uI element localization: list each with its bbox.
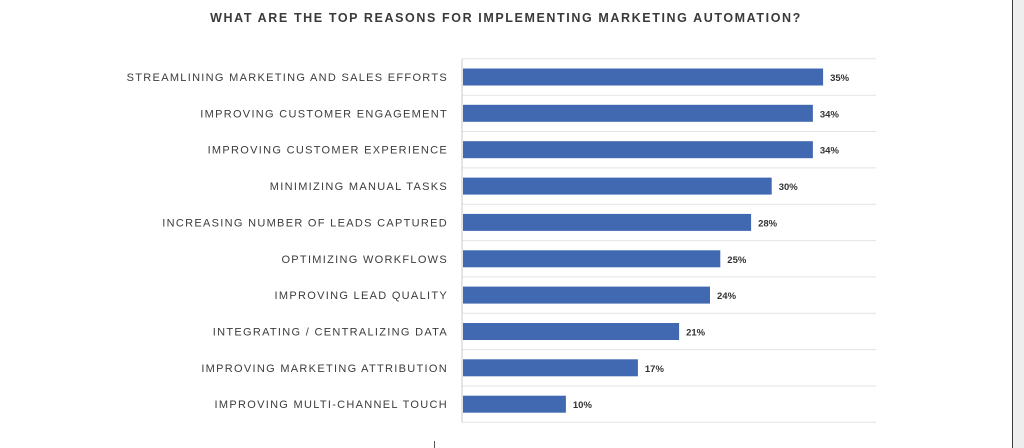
category-label: IMPROVING LEAD QUALITY bbox=[275, 290, 448, 302]
bar bbox=[463, 141, 813, 159]
category-label: IMPROVING MULTI-CHANNEL TOUCH bbox=[215, 399, 448, 411]
bar bbox=[463, 68, 824, 86]
category-label: IMPROVING MARKETING ATTRIBUTION bbox=[201, 363, 448, 375]
bar bbox=[463, 395, 566, 413]
data-label: 25% bbox=[727, 255, 747, 266]
category-label: MINIMIZING MANUAL TASKS bbox=[270, 181, 448, 193]
bar bbox=[463, 250, 721, 268]
bar bbox=[463, 177, 772, 195]
data-label: 28% bbox=[758, 218, 778, 229]
data-label: 34% bbox=[820, 109, 840, 120]
data-label: 35% bbox=[830, 73, 850, 84]
data-label: 10% bbox=[573, 400, 593, 411]
category-label: IMPROVING CUSTOMER EXPERIENCE bbox=[208, 145, 448, 157]
category-label: IMPROVING CUSTOMER ENGAGEMENT bbox=[200, 108, 448, 120]
bar bbox=[463, 213, 752, 231]
side-panel bbox=[1013, 0, 1024, 448]
data-label: 17% bbox=[645, 364, 665, 375]
category-label: INCREASING NUMBER OF LEADS CAPTURED bbox=[162, 217, 448, 229]
data-label: 30% bbox=[779, 182, 799, 193]
category-label: STREAMLINING MARKETING AND SALES EFFORTS bbox=[127, 72, 448, 84]
category-label: INTEGRATING / CENTRALIZING DATA bbox=[213, 327, 448, 339]
data-label: 34% bbox=[820, 146, 840, 157]
data-label: 21% bbox=[686, 328, 706, 339]
bar bbox=[463, 104, 813, 122]
chart-title: WHAT ARE THE TOP REASONS FOR IMPLEMENTIN… bbox=[210, 11, 802, 25]
bar bbox=[463, 286, 710, 304]
category-label: OPTIMIZING WORKFLOWS bbox=[281, 254, 448, 266]
bar bbox=[463, 359, 638, 377]
data-label: 24% bbox=[717, 291, 737, 302]
page-edge-line bbox=[1012, 0, 1013, 448]
page-edge-mark bbox=[434, 441, 435, 448]
bar bbox=[463, 323, 680, 340]
